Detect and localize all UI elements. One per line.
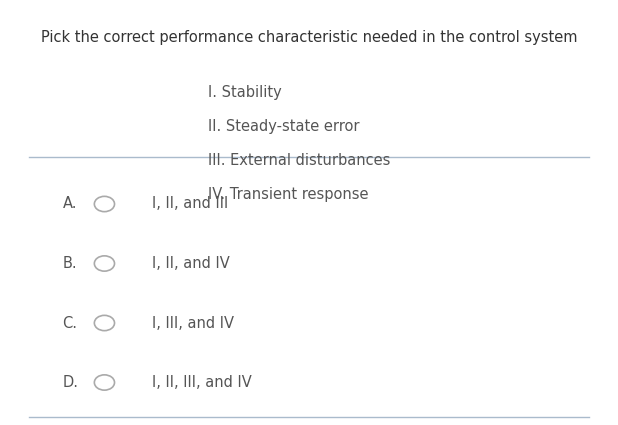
Text: B.: B. <box>62 256 77 271</box>
Text: C.: C. <box>62 315 77 331</box>
Text: I, II, and III: I, II, and III <box>152 196 228 212</box>
Text: Pick the correct performance characteristic needed in the control system: Pick the correct performance characteris… <box>41 30 577 45</box>
Text: I, III, and IV: I, III, and IV <box>152 315 234 331</box>
Text: III. External disturbances: III. External disturbances <box>208 153 391 168</box>
Text: I, II, and IV: I, II, and IV <box>152 256 230 271</box>
Text: D.: D. <box>62 375 78 390</box>
Text: A.: A. <box>62 196 77 212</box>
Text: I, II, III, and IV: I, II, III, and IV <box>152 375 252 390</box>
Text: I. Stability: I. Stability <box>208 85 282 100</box>
Circle shape <box>95 256 114 271</box>
Text: IV. Transient response: IV. Transient response <box>208 187 368 202</box>
Text: II. Steady-state error: II. Steady-state error <box>208 119 360 134</box>
Circle shape <box>95 196 114 212</box>
Circle shape <box>95 315 114 331</box>
Circle shape <box>95 375 114 390</box>
